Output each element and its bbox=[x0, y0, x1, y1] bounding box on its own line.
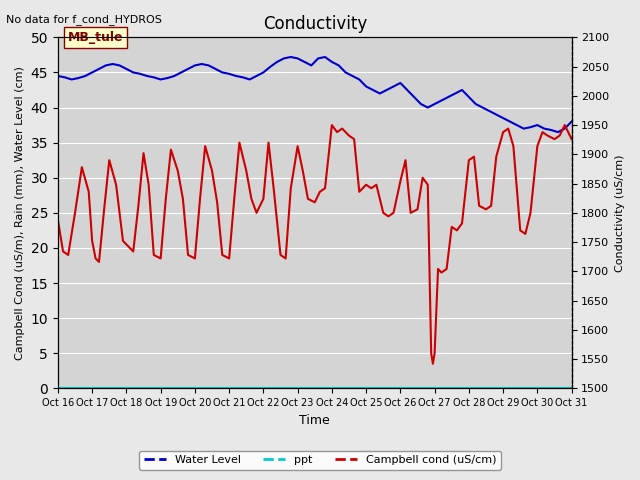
Campbell cond (uS/cm) bbox=[568, 136, 575, 142]
Water Level bbox=[472, 101, 479, 107]
Campbell cond (uS/cm) bbox=[196, 196, 204, 202]
X-axis label: Time: Time bbox=[300, 414, 330, 427]
Water Level bbox=[232, 73, 240, 79]
Campbell cond (uS/cm) bbox=[316, 189, 324, 195]
Y-axis label: Campbell Cond (uS/m), Rain (mm), Water Level (cm): Campbell Cond (uS/m), Rain (mm), Water L… bbox=[15, 66, 25, 360]
Campbell cond (uS/cm) bbox=[429, 361, 436, 367]
Legend: Water Level, ppt, Campbell cond (uS/cm): Water Level, ppt, Campbell cond (uS/cm) bbox=[140, 451, 500, 469]
Water Level bbox=[328, 59, 336, 65]
Campbell cond (uS/cm) bbox=[122, 241, 130, 247]
Campbell cond (uS/cm) bbox=[534, 143, 541, 149]
Water Level bbox=[287, 54, 294, 60]
Y-axis label: Conductivity (uS/cm): Conductivity (uS/cm) bbox=[615, 154, 625, 272]
Campbell cond (uS/cm) bbox=[328, 122, 336, 128]
Campbell cond (uS/cm) bbox=[276, 252, 284, 258]
Line: Water Level: Water Level bbox=[58, 57, 572, 132]
Water Level bbox=[554, 129, 562, 135]
Campbell cond (uS/cm) bbox=[339, 126, 346, 132]
Text: No data for f_cond_HYDROS: No data for f_cond_HYDROS bbox=[6, 14, 163, 25]
Campbell cond (uS/cm) bbox=[54, 217, 61, 223]
Line: Campbell cond (uS/cm): Campbell cond (uS/cm) bbox=[58, 125, 572, 364]
Water Level bbox=[390, 84, 397, 89]
Title: Conductivity: Conductivity bbox=[262, 15, 367, 33]
Water Level bbox=[102, 62, 109, 68]
Water Level bbox=[54, 73, 61, 79]
Water Level bbox=[568, 119, 575, 124]
Water Level bbox=[403, 87, 411, 93]
Text: MB_tule: MB_tule bbox=[68, 31, 124, 44]
